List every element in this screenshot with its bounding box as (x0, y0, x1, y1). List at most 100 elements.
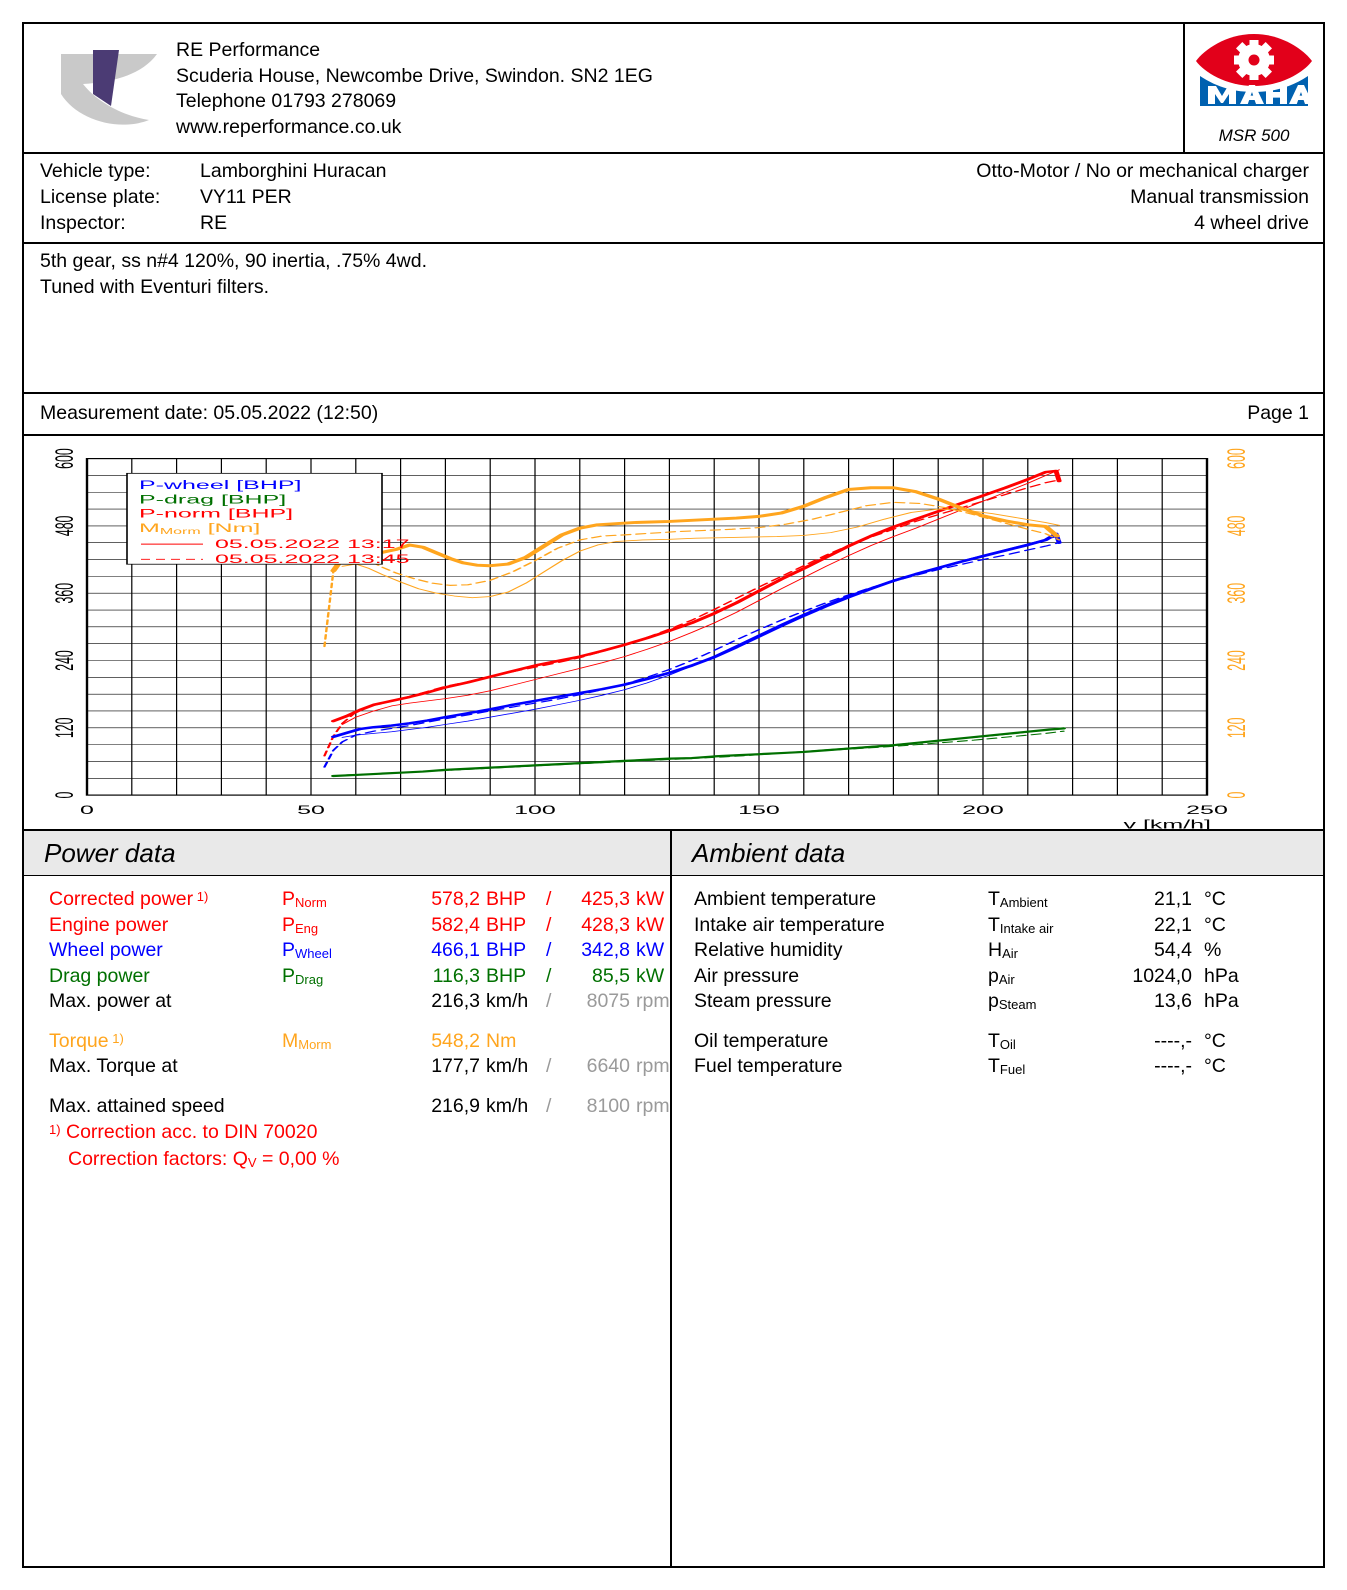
ambient-row-symbol: pSteam (988, 990, 1037, 1012)
y-axis-tick-left: 240 (51, 650, 79, 671)
device-model: MSR 500 (1218, 126, 1290, 145)
x-axis-label: v [km/h] (1124, 818, 1211, 829)
ambient-row-unit: hPa (1204, 990, 1239, 1012)
power-row-unit-2: rpm (636, 990, 670, 1012)
power-row-value-1: 177,7 (431, 1055, 480, 1077)
power-row-value-1: 216,3 (431, 990, 480, 1012)
power-row-unit-1: km/h (486, 990, 529, 1012)
chart-legend-box (126, 472, 383, 565)
power-row-unit-1: BHP (486, 888, 527, 910)
footnote-marker: 1) (49, 1122, 61, 1137)
y-axis-tick-left: 120 (51, 718, 79, 739)
ambient-row-symbol: TOil (988, 1029, 1016, 1052)
ambient-row-label: Oil temperature (694, 1029, 829, 1052)
power-row-separator: / (546, 990, 552, 1012)
x-axis-tick: 150 (738, 803, 780, 817)
power-data-row: Max. power at 216,3 km/h / 8075 rpm (24, 990, 670, 1015)
chart-line (355, 727, 1065, 776)
ambient-row-label: Intake air temperature (694, 913, 885, 936)
ambient-row-label: Fuel temperature (694, 1055, 843, 1077)
footnote-din: 1) Correction acc. to DIN 70020 (49, 1121, 317, 1144)
company-info: RE Performance Scuderia House, Newcombe … (176, 38, 653, 140)
ambient-row-unit: °C (1204, 888, 1226, 910)
vehicle-type-label: Vehicle type: (40, 160, 151, 182)
legend-entry: P-drag [BHP] (139, 493, 286, 507)
measurement-bar: Measurement date: 05.05.2022 (12:50) Pag… (24, 394, 1323, 436)
license-plate-label: License plate: (40, 186, 161, 208)
ambient-row-unit: °C (1204, 1029, 1226, 1052)
power-row-value-2: 425,3 (581, 888, 630, 910)
notes-line-1: 5th gear, ss n#4 120%, 90 inertia, .75% … (40, 250, 428, 272)
power-row-unit-2: kW (636, 964, 665, 987)
chart-line (341, 508, 1061, 599)
chart-line (330, 486, 1060, 573)
power-data-row: Max. Torque at 177,7 km/h / 6640 rpm (24, 1055, 670, 1080)
power-row-symbol: PDrag (282, 964, 324, 987)
power-row-unit-2: kW (636, 913, 665, 936)
dyno-plot-svg: 0 120 240 360 480 600 0 120 240 360 480 600 0 50 100 15… (51, 448, 1251, 829)
power-row-unit-1: BHP (486, 964, 527, 987)
chart-line (323, 542, 1061, 768)
correction-sub: V (247, 1155, 257, 1170)
power-row-separator: / (546, 939, 552, 961)
ambient-data-header: Ambient data (672, 831, 1323, 876)
power-row-value-1: 582,4 (431, 913, 480, 936)
power-row-unit-2: kW (636, 939, 665, 961)
chart-line (323, 501, 1061, 648)
dyno-chart: 0 120 240 360 480 600 0 120 240 360 480 600 0 50 100 15… (24, 436, 1323, 831)
company-website: www.reperformance.co.uk (176, 115, 402, 138)
ambient-row-symbol: TAmbient (988, 888, 1048, 910)
ambient-data-row: Steam pressure pSteam 13,6 hPa (672, 990, 1323, 1015)
power-data-row: Engine power PEng 582,4 BHP / 428,3 kW (24, 914, 670, 939)
x-axis-tick: 0 (80, 803, 94, 817)
y-axis-tick-left: 600 (51, 448, 79, 469)
ambient-row-value: 21,1 (1154, 888, 1192, 910)
transmission-type: Manual transmission (1130, 186, 1309, 208)
ambient-data-row: Ambient temperature TAmbient 21,1 °C (672, 888, 1323, 913)
power-row-label: Corrected power 1) (49, 888, 209, 910)
legend-run-label: 05.05.2022 13:17 (215, 537, 410, 551)
re-performance-logo (49, 32, 169, 142)
drive-type: 4 wheel drive (1194, 212, 1309, 234)
power-data-row: Drag power PDrag 116,3 BHP / 85,5 kW (24, 965, 670, 990)
power-data-row: Torque 1) MMorm 548,2 Nm (24, 1030, 670, 1055)
x-axis-tick: 200 (962, 803, 1004, 817)
legend-entry: P-norm [BHP] (139, 507, 293, 521)
ambient-row-value: 22,1 (1154, 913, 1192, 936)
ambient-data-title: Ambient data (692, 838, 846, 868)
y-axis-tick-left: 480 (51, 516, 79, 537)
power-row-value-1: 578,2 (431, 888, 480, 910)
x-axis-tick: 50 (297, 803, 325, 817)
ambient-row-value: 13,6 (1154, 990, 1192, 1012)
ambient-data-row: Relative humidity HAir 54,4% (672, 939, 1323, 964)
report-frame: RE Performance Scuderia House, Newcombe … (22, 22, 1325, 1568)
power-row-symbol: PEng (282, 913, 319, 936)
chart-line (331, 727, 1066, 778)
ambient-row-unit: hPa (1204, 964, 1239, 987)
vehicle-type-value: Lamborghini Huracan (200, 160, 387, 182)
license-plate-value: VY11 PER (200, 186, 292, 208)
correction-post: = 0,00 % (256, 1148, 340, 1170)
ambient-data-row: Air pressure pAir 1024,0 hPa (672, 965, 1323, 990)
power-row-symbol: PNorm (282, 888, 327, 910)
power-data-panel: Power data Corrected power 1) PNorm 578,2 B… (24, 831, 672, 1568)
ambient-row-label: Steam pressure (694, 990, 832, 1012)
inspector-value: RE (200, 212, 228, 234)
x-axis-tick: 100 (514, 803, 556, 817)
power-row-unit-2: rpm (636, 1055, 670, 1077)
ambient-row-symbol: HAir (988, 939, 1018, 961)
power-row-value-2: 8100 (586, 1094, 630, 1117)
y-axis-tick-right: 600 (1223, 448, 1251, 469)
power-data-title: Power data (44, 838, 176, 868)
measurement-date: Measurement date: 05.05.2022 (12:50) (40, 402, 379, 424)
power-row-label: Torque 1) (49, 1029, 124, 1052)
power-row-unit-1: BHP (486, 939, 527, 961)
ambient-row-value: 1024,0 (1132, 964, 1192, 987)
ambient-row-symbol: pAir (988, 964, 1015, 987)
y-axis-tick-left: 360 (51, 583, 79, 604)
ambient-row-unit: °C (1204, 1055, 1226, 1077)
y-axis-tick-right: 120 (1223, 718, 1251, 739)
inspector-label: Inspector: (40, 212, 126, 234)
power-data-header: Power data (24, 831, 670, 876)
